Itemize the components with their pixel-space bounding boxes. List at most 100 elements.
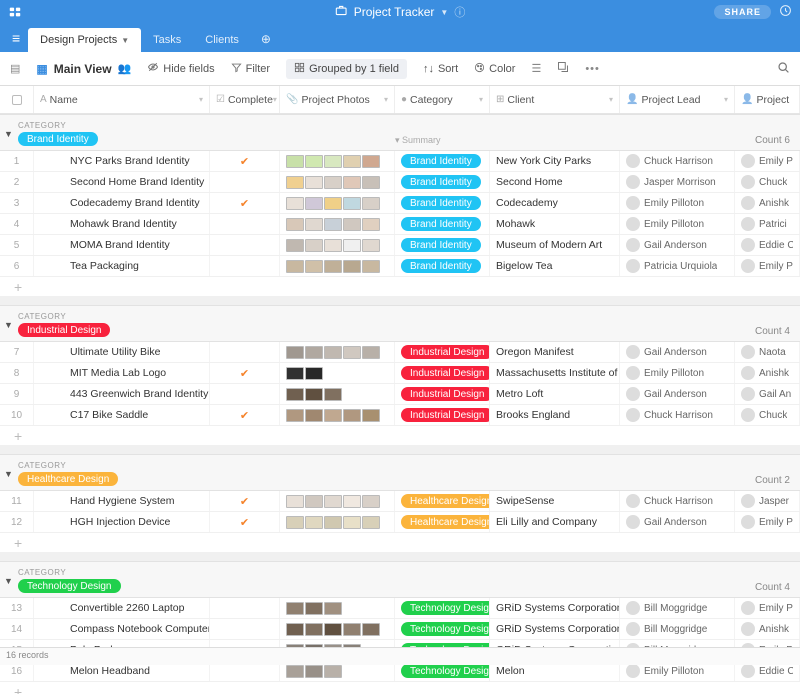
thumbnail[interactable] — [362, 346, 380, 359]
cell-category[interactable]: Brand Identity — [395, 256, 490, 276]
row-number[interactable]: 4 — [0, 214, 34, 234]
cell-collab[interactable]: Patrici — [735, 214, 800, 234]
cell-complete[interactable] — [210, 235, 280, 255]
cell-complete[interactable]: ✔ — [210, 491, 280, 511]
hide-fields-button[interactable]: Hide fields — [147, 61, 214, 76]
cell-collab[interactable]: Anishk — [735, 193, 800, 213]
thumbnail[interactable] — [362, 176, 380, 189]
column-header-photos[interactable]: 📎Project Photos▾ — [280, 86, 395, 113]
share-view-icon[interactable] — [557, 61, 569, 76]
cell-name[interactable]: MOMA Brand Identity — [34, 235, 210, 255]
thumbnail[interactable] — [305, 602, 323, 615]
table-row[interactable]: 13Convertible 2260 Laptop Technology Desi… — [0, 598, 800, 619]
table-row[interactable]: 1NYC Parks Brand Identity✔Brand Identity… — [0, 151, 800, 172]
cell-collab[interactable]: Eddie C — [735, 235, 800, 255]
group-header[interactable]: ▼CATEGORYIndustrial DesignCount 4 — [0, 305, 800, 342]
cell-client[interactable]: Codecademy — [490, 193, 620, 213]
thumbnail[interactable] — [343, 239, 361, 252]
grid-body[interactable]: ▼CATEGORYBrand IdentityCount 6▾ Summary1… — [0, 114, 800, 694]
cell-name[interactable]: Mohawk Brand Identity — [34, 214, 210, 234]
thumbnail[interactable] — [343, 623, 361, 636]
filter-button[interactable]: Filter — [231, 62, 270, 76]
thumbnail[interactable] — [362, 409, 380, 422]
row-number[interactable]: 13 — [0, 598, 34, 618]
thumbnail[interactable] — [305, 176, 323, 189]
cell-complete[interactable] — [210, 214, 280, 234]
thumbnail[interactable] — [362, 239, 380, 252]
thumbnail[interactable] — [286, 155, 304, 168]
column-header-name[interactable]: AName▾ — [34, 86, 210, 113]
cell-name[interactable]: Second Home Brand Identity — [34, 172, 210, 192]
cell-name[interactable]: C17 Bike Saddle — [34, 405, 210, 425]
column-header-project[interactable]: 👤Project — [735, 86, 800, 113]
cell-category[interactable]: Technology Design — [395, 598, 490, 618]
thumbnail[interactable] — [362, 260, 380, 273]
cell-photos[interactable] — [280, 193, 395, 213]
row-number[interactable]: 2 — [0, 172, 34, 192]
cell-lead[interactable]: Gail Anderson — [620, 235, 735, 255]
thumbnail[interactable] — [343, 346, 361, 359]
cell-lead[interactable]: Gail Anderson — [620, 342, 735, 362]
cell-photos[interactable] — [280, 172, 395, 192]
cell-category[interactable]: Brand Identity — [395, 172, 490, 192]
cell-collab[interactable]: Emily P — [735, 598, 800, 618]
cell-photos[interactable] — [280, 235, 395, 255]
column-header-category[interactable]: ●Category▾ — [395, 86, 490, 113]
thumbnail[interactable] — [305, 367, 323, 380]
cell-category[interactable]: Industrial Design — [395, 384, 490, 404]
cell-photos[interactable] — [280, 214, 395, 234]
cell-complete[interactable] — [210, 172, 280, 192]
thumbnail[interactable] — [343, 197, 361, 210]
thumbnail[interactable] — [324, 665, 342, 678]
thumbnail[interactable] — [286, 602, 304, 615]
cell-lead[interactable]: Chuck Harrison — [620, 491, 735, 511]
cell-complete[interactable]: ✔ — [210, 363, 280, 383]
cell-category[interactable]: Healthcare Design — [395, 512, 490, 532]
cell-lead[interactable]: Emily Pilloton — [620, 214, 735, 234]
cell-client[interactable]: Eli Lilly and Company — [490, 512, 620, 532]
cell-photos[interactable] — [280, 151, 395, 171]
thumbnail[interactable] — [343, 176, 361, 189]
thumbnail[interactable] — [324, 155, 342, 168]
table-row[interactable]: 14Compass Notebook ComputerTechnology De… — [0, 619, 800, 640]
table-row[interactable]: 5MOMA Brand IdentityBrand IdentityMuseum… — [0, 235, 800, 256]
cell-collab[interactable]: Emily P — [735, 256, 800, 276]
chevron-down-icon[interactable]: ▼ — [440, 8, 448, 17]
cell-lead[interactable]: Bill Moggridge — [620, 619, 735, 639]
thumbnail[interactable] — [343, 516, 361, 529]
group-header[interactable]: ▼CATEGORYBrand IdentityCount 6▾ Summary — [0, 114, 800, 151]
thumbnail[interactable] — [343, 409, 361, 422]
thumbnail[interactable] — [286, 218, 304, 231]
tab-clients[interactable]: Clients — [193, 28, 251, 52]
thumbnail[interactable] — [286, 197, 304, 210]
cell-complete[interactable] — [210, 384, 280, 404]
table-row[interactable]: 2Second Home Brand Identity Brand Identit… — [0, 172, 800, 193]
row-number[interactable]: 1 — [0, 151, 34, 171]
thumbnail[interactable] — [362, 197, 380, 210]
thumbnail[interactable] — [305, 623, 323, 636]
cell-photos[interactable] — [280, 342, 395, 362]
thumbnail[interactable] — [286, 346, 304, 359]
cell-client[interactable]: Bigelow Tea — [490, 256, 620, 276]
row-number[interactable]: 12 — [0, 512, 34, 532]
cell-lead[interactable]: Patricia Urquiola — [620, 256, 735, 276]
thumbnail[interactable] — [286, 260, 304, 273]
cell-category[interactable]: Industrial Design — [395, 405, 490, 425]
add-row-button[interactable]: + — [0, 533, 800, 553]
info-icon[interactable]: ⓘ — [454, 4, 465, 20]
cell-photos[interactable] — [280, 512, 395, 532]
cell-name[interactable]: Convertible 2260 Laptop — [34, 598, 210, 618]
thumbnail[interactable] — [286, 388, 304, 401]
cell-client[interactable]: New York City Parks — [490, 151, 620, 171]
thumbnail[interactable] — [343, 218, 361, 231]
thumbnail[interactable] — [343, 495, 361, 508]
cell-name[interactable]: Codecademy Brand Identity — [34, 193, 210, 213]
cell-photos[interactable] — [280, 619, 395, 639]
cell-category[interactable]: Brand Identity — [395, 151, 490, 171]
table-row[interactable]: 10C17 Bike Saddle✔Industrial DesignBrook… — [0, 405, 800, 426]
add-row-button[interactable]: + — [0, 682, 800, 694]
thumbnail[interactable] — [305, 495, 323, 508]
cell-name[interactable]: 443 Greenwich Brand Identity — [34, 384, 210, 404]
cell-category[interactable]: Industrial Design — [395, 342, 490, 362]
thumbnail[interactable] — [286, 367, 304, 380]
